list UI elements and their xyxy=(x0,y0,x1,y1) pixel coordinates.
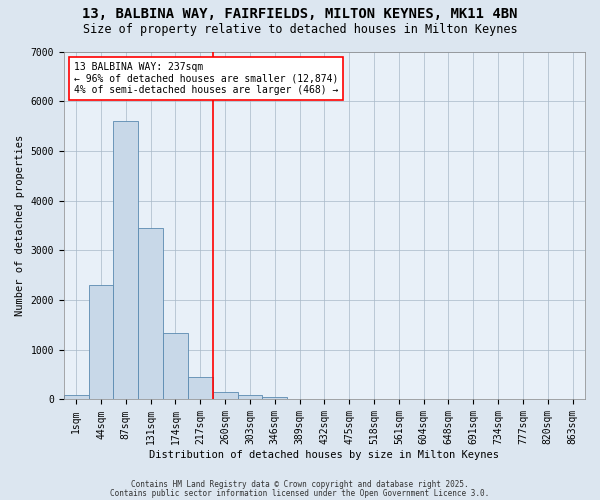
Bar xyxy=(113,121,138,400)
Bar xyxy=(64,396,89,400)
Bar xyxy=(138,228,163,400)
Bar xyxy=(262,397,287,400)
X-axis label: Distribution of detached houses by size in Milton Keynes: Distribution of detached houses by size … xyxy=(149,450,499,460)
Y-axis label: Number of detached properties: Number of detached properties xyxy=(15,135,25,316)
Bar xyxy=(89,285,113,400)
Text: 13 BALBINA WAY: 237sqm
← 96% of detached houses are smaller (12,874)
4% of semi-: 13 BALBINA WAY: 237sqm ← 96% of detached… xyxy=(74,62,338,95)
Bar xyxy=(188,377,212,400)
Bar xyxy=(163,334,188,400)
Bar xyxy=(212,392,238,400)
Text: Contains public sector information licensed under the Open Government Licence 3.: Contains public sector information licen… xyxy=(110,489,490,498)
Text: Size of property relative to detached houses in Milton Keynes: Size of property relative to detached ho… xyxy=(83,22,517,36)
Bar xyxy=(238,396,262,400)
Text: 13, BALBINA WAY, FAIRFIELDS, MILTON KEYNES, MK11 4BN: 13, BALBINA WAY, FAIRFIELDS, MILTON KEYN… xyxy=(82,8,518,22)
Text: Contains HM Land Registry data © Crown copyright and database right 2025.: Contains HM Land Registry data © Crown c… xyxy=(131,480,469,489)
